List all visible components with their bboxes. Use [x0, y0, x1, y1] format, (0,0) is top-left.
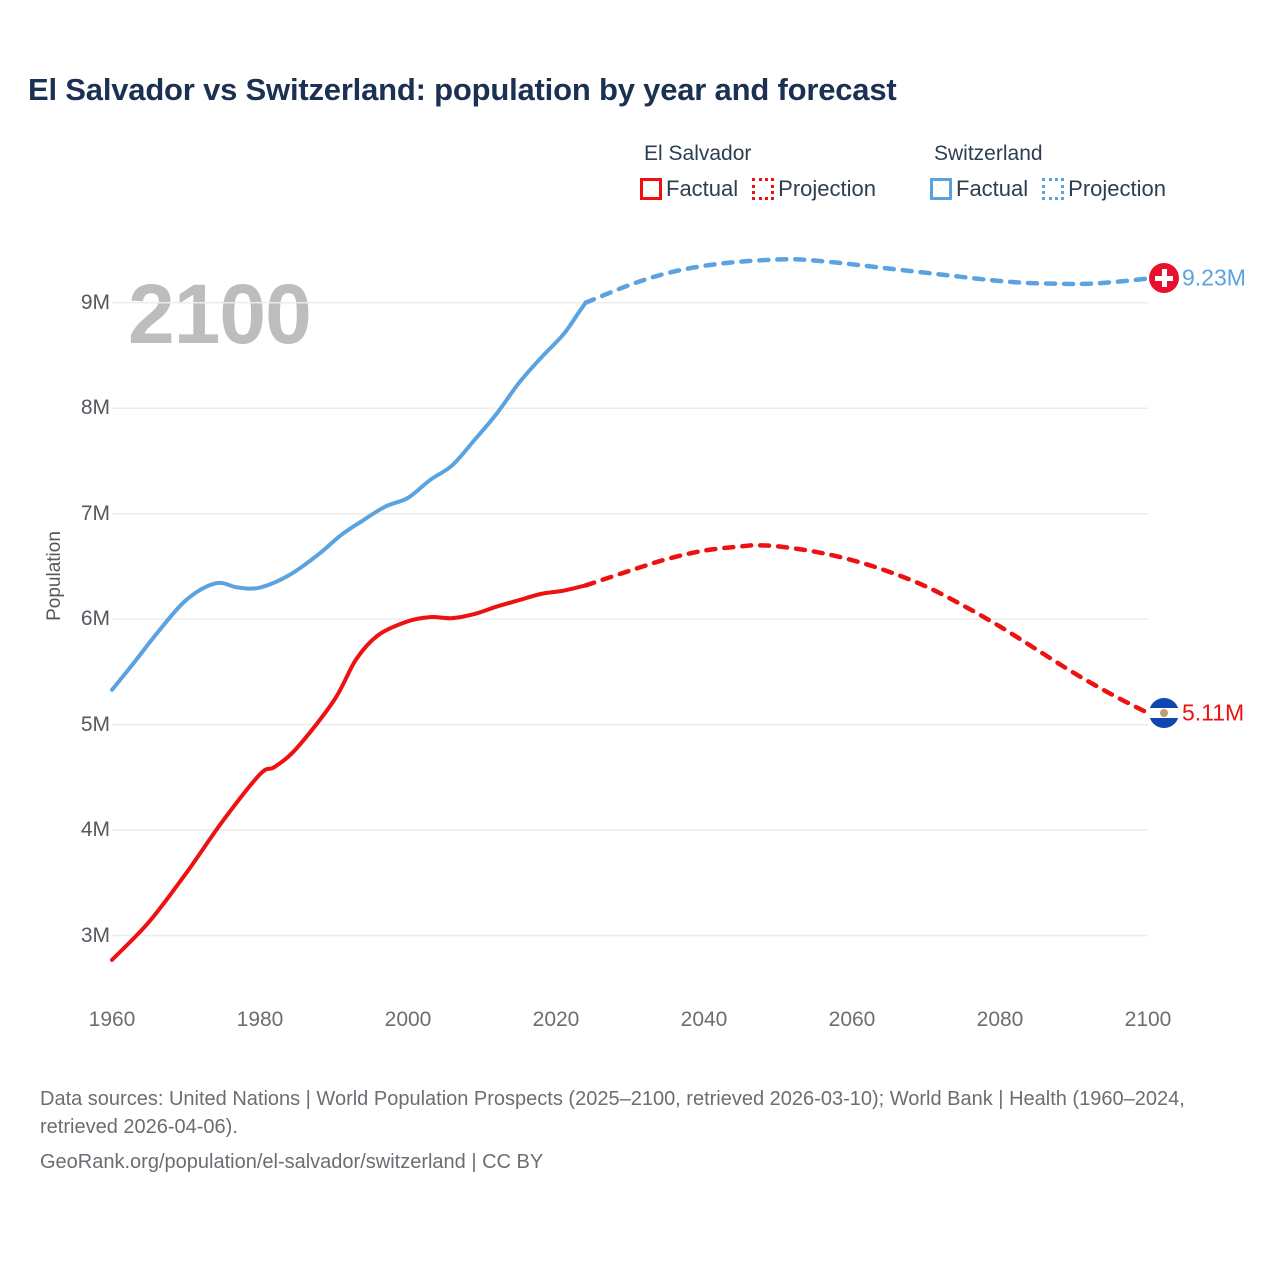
x-tick-label: 2040	[680, 1008, 728, 1031]
y-tick-label: 3M	[80, 923, 110, 947]
flag-switzerland-icon	[1149, 263, 1179, 294]
legend-group-title: El Salvador	[644, 142, 752, 165]
legend-item-switzerland-projection[interactable]: Projection	[1042, 176, 1166, 202]
y-tick-label: 4M	[80, 818, 110, 842]
y-axis-ticks: 3M 4M 5M 6M 7M 8M 9M	[0, 0, 110, 1280]
y-tick-label: 8M	[80, 396, 110, 420]
line-el-salvador-projection	[583, 543, 1151, 716]
x-tick-label: 1960	[88, 1008, 136, 1031]
year-watermark: 2100	[128, 267, 312, 361]
chart-legend: El Salvador Factual Projection Switzerla…	[640, 142, 1180, 202]
legend-item-label: Projection	[778, 176, 876, 201]
y-tick-label: 7M	[80, 501, 110, 525]
x-tick-label: 2060	[828, 1008, 876, 1031]
x-tick-label: 2080	[976, 1008, 1024, 1031]
y-tick-label: 9M	[80, 290, 110, 314]
footer: Data sources: United Nations | World Pop…	[40, 1085, 1240, 1182]
y-tick-label: 6M	[80, 607, 110, 631]
dotted-square-icon	[752, 178, 775, 200]
legend-item-switzerland-factual[interactable]: Factual	[930, 176, 1028, 202]
legend-group-switzerland: Switzerland Factual Projection	[930, 142, 1180, 202]
end-label-switzerland: 9.23M	[1182, 264, 1246, 291]
line-switzerland-projection	[583, 256, 1151, 305]
y-tick-label: 5M	[80, 712, 110, 736]
legend-group-el-salvador: El Salvador Factual Projection	[640, 142, 890, 202]
legend-item-label: Projection	[1068, 176, 1166, 201]
page-title: El Salvador vs Switzerland: population b…	[28, 72, 897, 107]
end-label-el-salvador: 5.11M	[1182, 699, 1245, 726]
legend-item-label: Factual	[666, 176, 739, 201]
legend-group-title: Switzerland	[934, 142, 1043, 165]
dotted-square-icon	[1042, 178, 1065, 200]
x-tick-label: 2020	[532, 1008, 580, 1031]
solid-square-icon	[930, 178, 952, 200]
legend-item-el-salvador-projection[interactable]: Projection	[752, 176, 876, 202]
flag-el-salvador-icon	[1149, 698, 1179, 729]
solid-square-icon	[640, 178, 662, 200]
x-tick-label: 1980	[236, 1008, 284, 1031]
x-tick-label: 2000	[384, 1008, 432, 1031]
line-el-salvador-factual	[110, 583, 588, 962]
footer-line-attribution[interactable]: GeoRank.org/population/el-salvador/switz…	[40, 1150, 544, 1173]
x-tick-label: 2100	[1124, 1008, 1172, 1031]
line-switzerland-factual	[110, 300, 588, 692]
legend-item-el-salvador-factual[interactable]: Factual	[640, 176, 738, 202]
footer-line-sources: Data sources: United Nations | World Pop…	[40, 1088, 1185, 1139]
legend-item-label: Factual	[956, 176, 1029, 201]
